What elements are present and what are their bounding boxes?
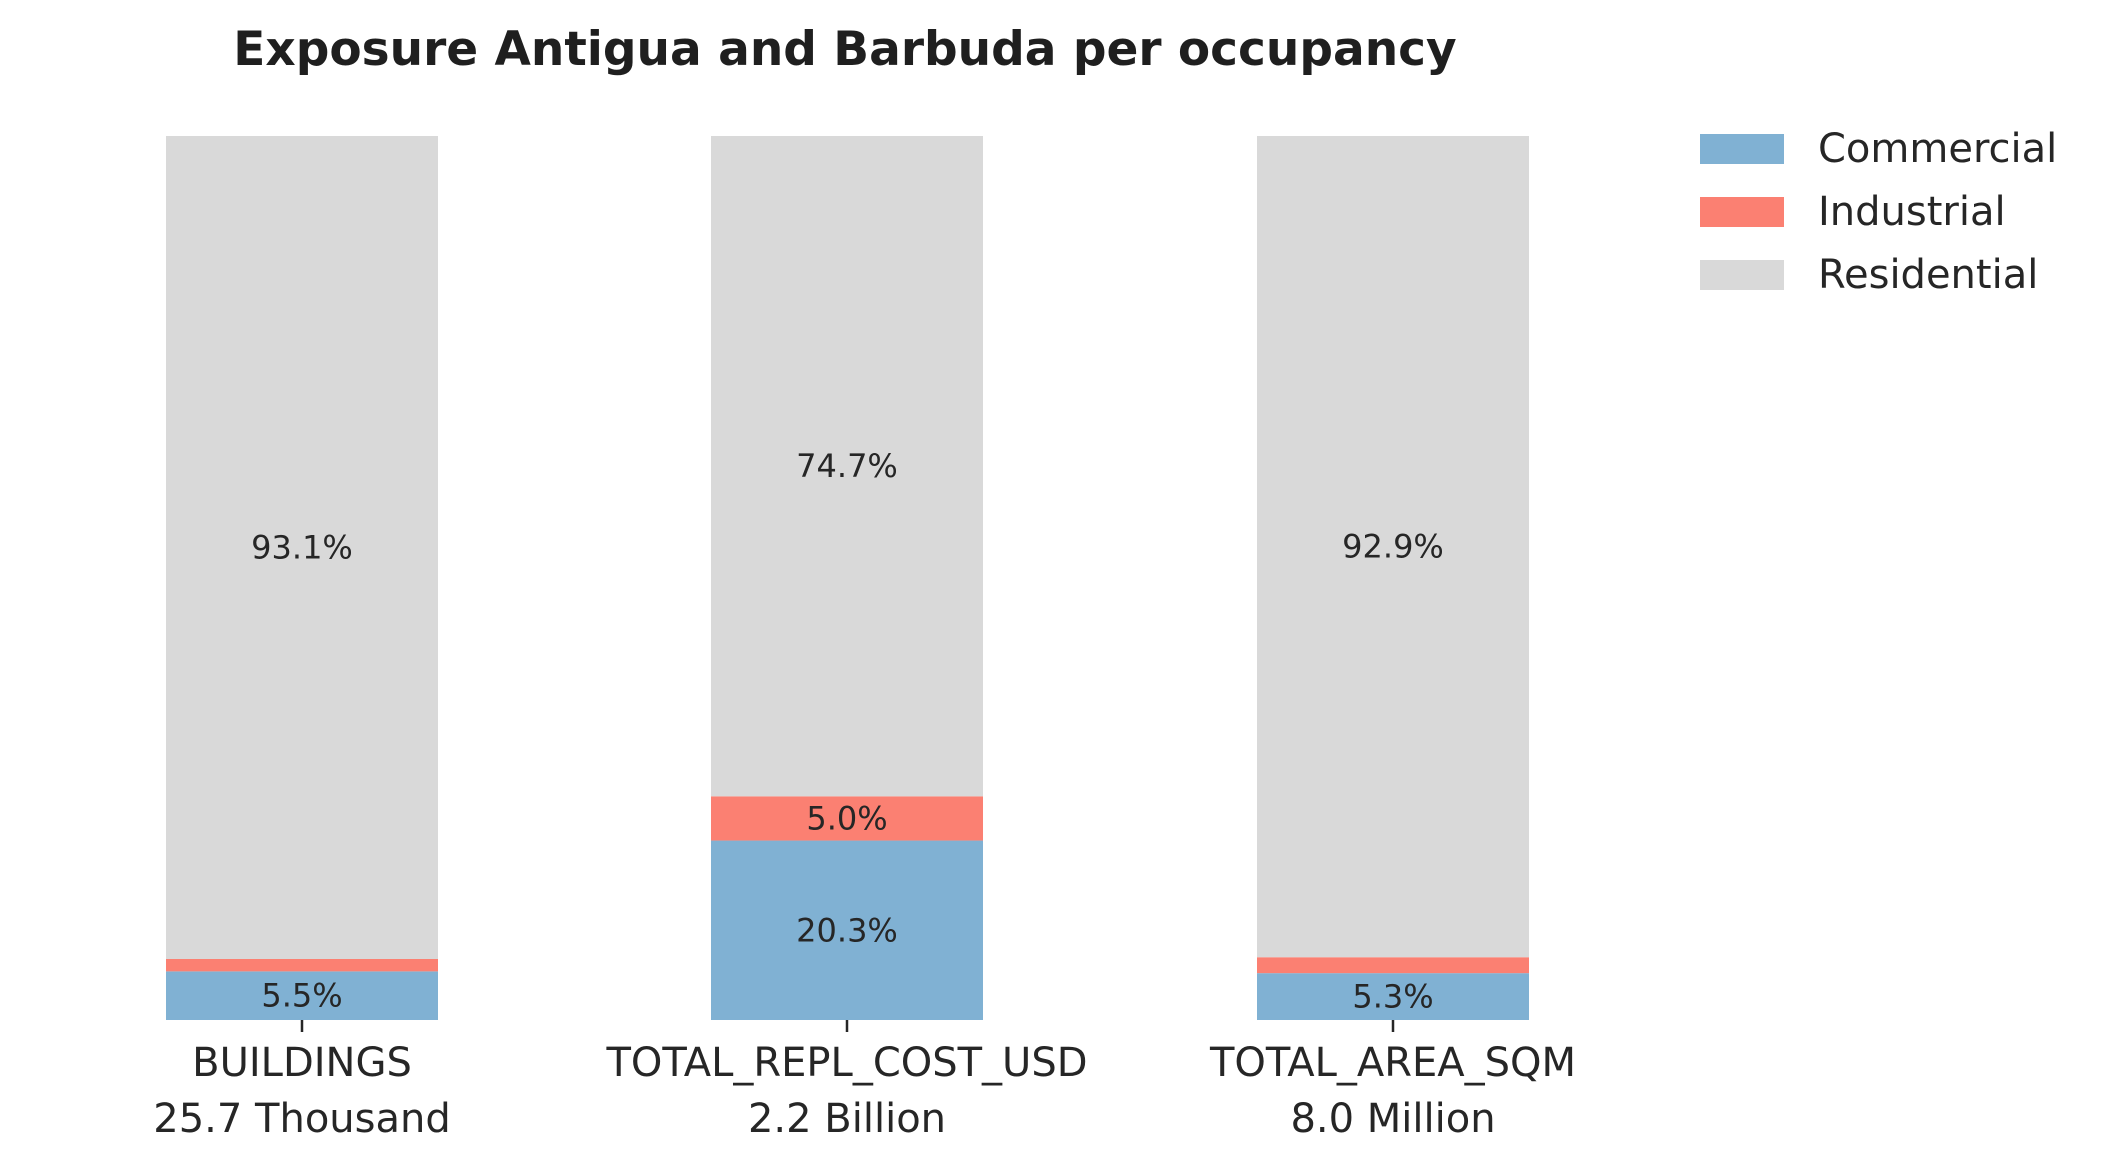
bar-segment-industrial-total_area_sqm (1257, 957, 1529, 974)
data-label-commercial-total_repl_cost_usd: 20.3% (796, 911, 898, 949)
bars-group (166, 136, 1529, 1020)
chart-title: Exposure Antigua and Barbuda per occupan… (233, 22, 1456, 77)
legend: Commercial Industrial Residential (1700, 126, 2057, 298)
data-label-residential-buildings: 93.1% (251, 529, 353, 567)
legend-swatch-commercial (1700, 134, 1784, 164)
x-tick-label-total_repl_cost_usd: TOTAL_REPL_COST_USD (605, 1040, 1087, 1086)
segment-labels-group: 5.5% 93.1% 20.3% 5.0% 74.7% 5.3% 92.9% (251, 447, 1444, 1015)
legend-swatch-industrial (1700, 197, 1784, 227)
bar-segment-commercial-total_area_sqm (1257, 973, 1529, 1020)
bar-segment-industrial-buildings (166, 959, 438, 972)
x-tick-label-total_area_sqm: TOTAL_AREA_SQM (1209, 1040, 1576, 1086)
bar-segment-commercial-total_repl_cost_usd (711, 840, 983, 1020)
bar-segment-residential-buildings (166, 136, 438, 960)
x-tick-label-buildings: BUILDINGS (192, 1040, 412, 1086)
data-label-commercial-buildings: 5.5% (261, 977, 342, 1015)
bar-segment-residential-total_area_sqm (1257, 136, 1529, 958)
legend-label-residential: Residential (1818, 252, 2038, 298)
x-tick-total-total_repl_cost_usd: 2.2 Billion (748, 1096, 946, 1142)
legend-label-commercial: Commercial (1818, 126, 2057, 172)
bar-segment-commercial-buildings (166, 971, 438, 1020)
bar-segment-residential-total_repl_cost_usd (711, 136, 983, 797)
data-label-commercial-total_area_sqm: 5.3% (1352, 978, 1433, 1016)
x-axis: BUILDINGS 25.7 Thousand TOTAL_REPL_COST_US… (153, 1020, 1576, 1142)
bar-segment-industrial-total_repl_cost_usd (711, 796, 983, 841)
x-tick-total-total_area_sqm: 8.0 Million (1290, 1096, 1495, 1142)
legend-label-industrial: Industrial (1818, 189, 2006, 235)
legend-swatch-residential (1700, 260, 1784, 290)
x-tick-total-buildings: 25.7 Thousand (153, 1096, 450, 1142)
data-label-residential-total_area_sqm: 92.9% (1342, 528, 1444, 566)
data-label-industrial-total_repl_cost_usd: 5.0% (806, 799, 887, 837)
data-label-residential-total_repl_cost_usd: 74.7% (796, 447, 898, 485)
